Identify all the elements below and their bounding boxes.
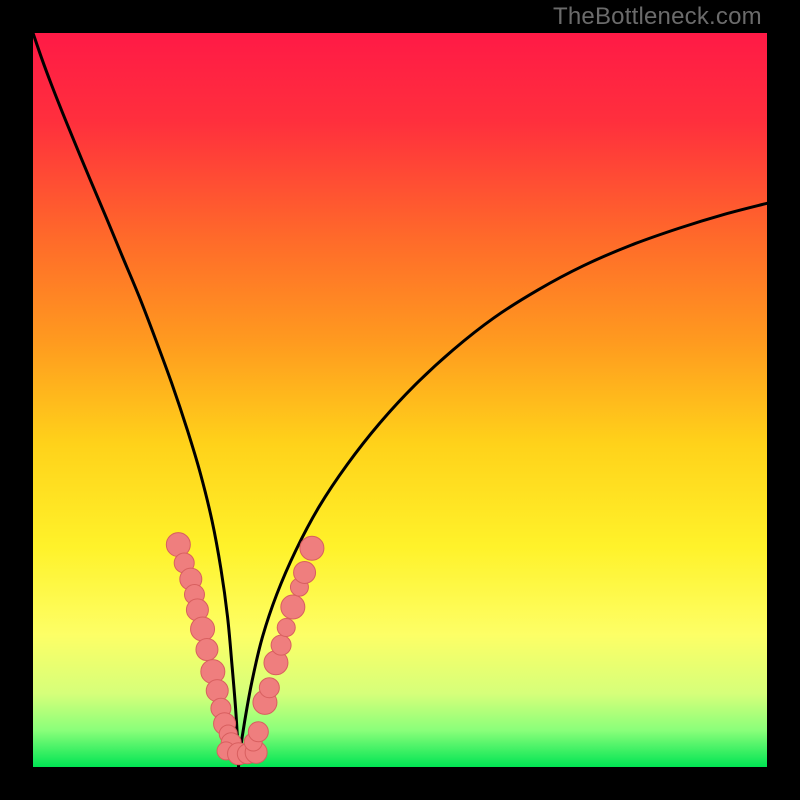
plot-gradient-background xyxy=(33,33,767,767)
watermark-text: TheBottleneck.com xyxy=(553,3,762,31)
chart-stage: TheBottleneck.com xyxy=(0,0,800,800)
